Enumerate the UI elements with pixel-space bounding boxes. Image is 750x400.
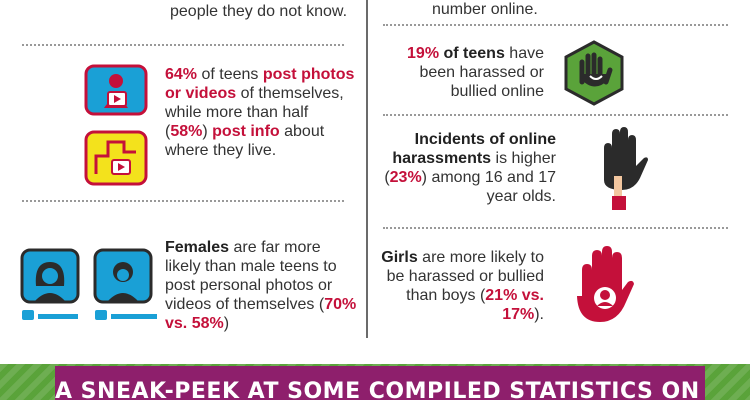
girls-word: Girls — [381, 249, 418, 266]
post-info-phrase: post info — [212, 123, 280, 140]
girls-stat: Girls are more likely to be harassed or … — [381, 249, 544, 323]
females-stat: Females are far more likely than male te… — [165, 239, 357, 332]
male-avatar-icon — [93, 248, 159, 329]
divider-right-3 — [383, 227, 728, 229]
video-profile-icon — [84, 64, 148, 121]
left-top-fragment: people they do not know. — [170, 3, 348, 20]
online-harassment-stat: Incidents of online harassments is highe… — [384, 131, 556, 205]
pct-19: 19% — [407, 45, 440, 62]
girls-vs-stat: 21% vs. 17% — [485, 287, 544, 323]
pct-64: 64% — [165, 66, 198, 83]
harassed-stat: 19% of teens have been harassed or bulli… — [407, 45, 544, 100]
divider-right-2 — [383, 114, 728, 116]
females-vs-stat: 70% vs. 58% — [165, 296, 357, 332]
pct-23: 23% — [389, 169, 422, 186]
hand-finger-icon — [592, 122, 648, 219]
right-top-fragment: number online. — [432, 1, 538, 18]
female-avatar-icon — [20, 248, 80, 329]
column-divider — [366, 0, 368, 338]
red-hand-icon — [572, 244, 638, 339]
post-photos-phrase: post photos or videos — [165, 66, 355, 102]
teens-post-stat: 64% of teens post photos or videos of th… — [165, 66, 355, 159]
location-video-icon — [84, 130, 148, 191]
divider-left-2 — [22, 200, 344, 202]
divider-right-1 — [383, 24, 728, 26]
pct-58: 58% — [170, 123, 203, 140]
stop-hand-hexagon-icon — [562, 40, 626, 111]
online-harassments-phrase: Incidents of online harassments — [392, 131, 556, 167]
females-word: Females — [165, 239, 230, 256]
divider-left-1 — [22, 44, 344, 46]
sexting-banner: A SNEAK-PEEK AT SOME COMPILED STATISTICS… — [55, 366, 705, 400]
